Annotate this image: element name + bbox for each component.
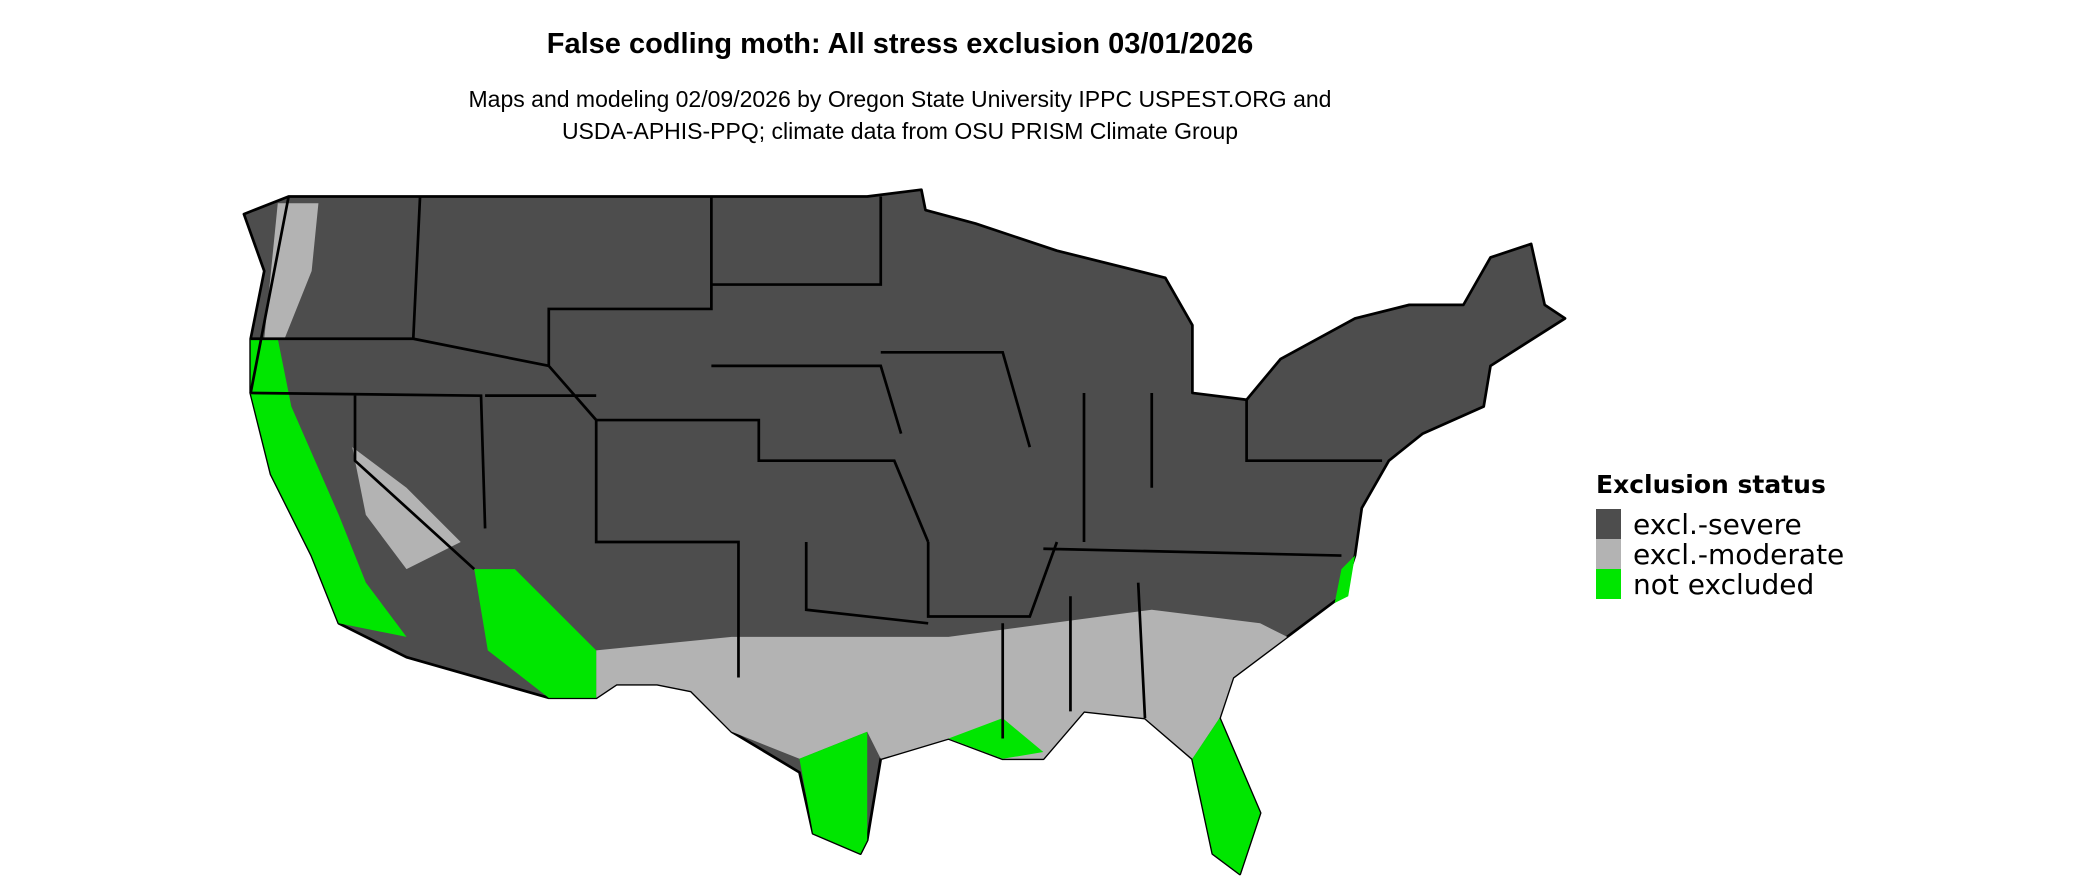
legend-swatch-severe xyxy=(1596,509,1621,539)
subtitle-line-1: Maps and modeling 02/09/2026 by Oregon S… xyxy=(468,86,1332,112)
map-title: False codling moth: All stress exclusion… xyxy=(546,28,1254,60)
legend-item-not-excluded: not excluded xyxy=(1596,567,1844,601)
legend-title: Exclusion status xyxy=(1596,470,1826,499)
legend: Exclusion status excl.-severe excl.-mode… xyxy=(1596,470,1845,601)
state-boundaries xyxy=(249,196,1383,739)
region-not-excluded xyxy=(250,338,1355,874)
legend-swatch-not-excluded xyxy=(1596,569,1621,599)
legend-label: excl.-moderate xyxy=(1633,537,1845,571)
legend-label: not excluded xyxy=(1633,567,1815,601)
legend-item-severe: excl.-severe xyxy=(1596,507,1844,541)
legend-item-moderate: excl.-moderate xyxy=(1596,537,1845,571)
subtitle-line-2: USDA-APHIS-PPQ; climate data from OSU PR… xyxy=(561,118,1239,144)
legend-label: excl.-severe xyxy=(1633,507,1802,541)
legend-swatch-moderate xyxy=(1596,539,1621,569)
region-excl-moderate xyxy=(264,203,1288,759)
